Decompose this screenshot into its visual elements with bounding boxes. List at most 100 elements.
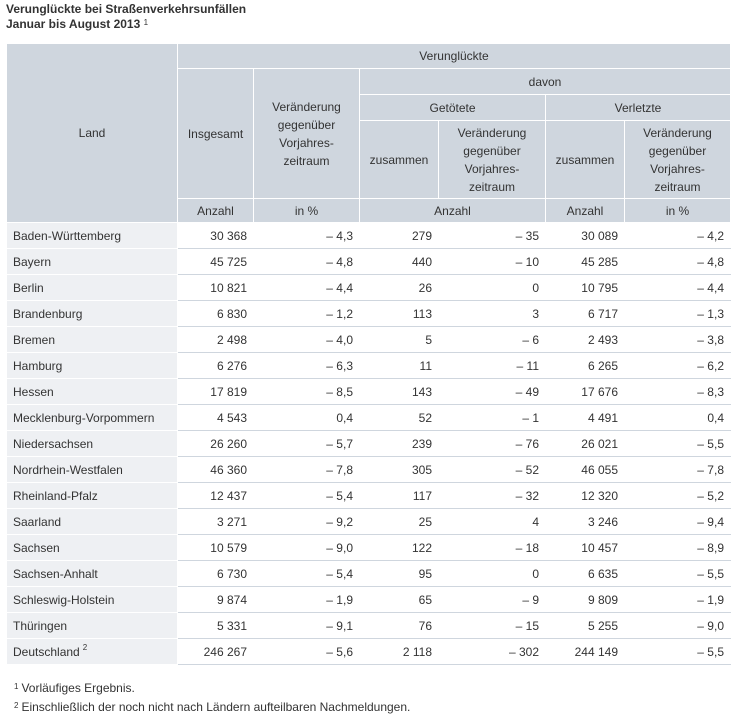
cell-get-ver: 0 <box>438 274 546 301</box>
cell-land: Baden-Württemberg <box>6 222 178 249</box>
cell-get-zus: 5 <box>359 326 439 353</box>
cell-insgesamt: 10 821 <box>177 274 254 301</box>
header-getoetete-veraenderung: Veränderung gegenüber Vorjahres-zeitraum <box>438 120 546 199</box>
cell-get-zus: 440 <box>359 248 439 275</box>
table-row: Bayern 45 725– 4,8 440– 10 45 285– 4,8 <box>6 248 731 275</box>
cell-verl-zus: 9 809 <box>545 586 625 613</box>
cell-land: Bremen <box>6 326 178 353</box>
header-verletzte: Verletzte <box>545 94 731 121</box>
header-verletzte-veraenderung: Veränderung gegenüber Vorjahres-zeitraum <box>624 120 731 199</box>
table-row: Sachsen 10 579– 9,0 122– 18 10 457– 8,9 <box>6 534 731 561</box>
cell-insgesamt: 9 874 <box>177 586 254 613</box>
unit-insgesamt: Anzahl <box>177 198 254 223</box>
cell-verl-pct: – 7,8 <box>624 456 731 483</box>
cell-get-ver: – 10 <box>438 248 546 275</box>
header-verletzte-zusammen: zusammen <box>545 120 625 199</box>
cell-get-zus: 279 <box>359 222 439 249</box>
unit-verletzte-pct: in % <box>624 198 731 223</box>
table-row: Niedersachsen 26 260– 5,7 239– 76 26 021– 5… <box>6 430 731 457</box>
cell-ins-pct: – 5,4 <box>253 560 360 587</box>
cell-insgesamt: 5 331 <box>177 612 254 639</box>
cell-get-ver: – 9 <box>438 586 546 613</box>
cell-verl-pct: – 8,3 <box>624 378 731 405</box>
cell-insgesamt: 3 271 <box>177 508 254 535</box>
cell-get-ver: – 15 <box>438 612 546 639</box>
table-body: Baden-Württemberg 30 368– 4,3 279– 35 30 08… <box>6 222 731 665</box>
cell-verl-zus: 6 265 <box>545 352 625 379</box>
cell-insgesamt: 10 579 <box>177 534 254 561</box>
land-name: Sachsen <box>13 540 60 555</box>
header-getoetete-zusammen: zusammen <box>359 120 439 199</box>
cell-land: Sachsen-Anhalt <box>6 560 178 587</box>
cell-insgesamt: 45 725 <box>177 248 254 275</box>
cell-get-zus: 117 <box>359 482 439 509</box>
cell-verl-pct: – 6,2 <box>624 352 731 379</box>
cell-get-ver: – 18 <box>438 534 546 561</box>
cell-verl-pct: – 3,8 <box>624 326 731 353</box>
cell-get-zus: 25 <box>359 508 439 535</box>
cell-land: Bayern <box>6 248 178 275</box>
table-row: Brandenburg 6 830– 1,2 113 3 6 717– 1,3 <box>6 300 731 327</box>
cell-verl-zus: 6 717 <box>545 300 625 327</box>
cell-land: Mecklenburg-Vorpommern <box>6 404 178 431</box>
cell-verl-pct: – 4,4 <box>624 274 731 301</box>
cell-verl-pct: – 1,9 <box>624 586 731 613</box>
cell-insgesamt: 46 360 <box>177 456 254 483</box>
land-name: Hamburg <box>13 358 63 373</box>
footnote-1-text: Vorläufiges Ergebnis. <box>21 681 135 695</box>
cell-land: Hessen <box>6 378 178 405</box>
cell-insgesamt: 26 260 <box>177 430 254 457</box>
header-verunglueckte: Verunglückte <box>177 43 731 69</box>
cell-get-zus: 143 <box>359 378 439 405</box>
header-davon: davon <box>359 68 731 95</box>
table-row: Sachsen-Anhalt 6 730– 5,4 95 0 6 635– 5,5 <box>6 560 731 587</box>
table-row: Thüringen 5 331– 9,1 76– 15 5 255– 9,0 <box>6 612 731 639</box>
cell-verl-pct: – 9,4 <box>624 508 731 535</box>
land-name: Baden-Württemberg <box>13 228 122 243</box>
cell-land: Brandenburg <box>6 300 178 327</box>
header-insgesamt-veraenderung: Veränderung gegenüber Vorjahres-zeitraum <box>253 68 360 199</box>
cell-verl-pct: – 5,5 <box>624 430 731 457</box>
cell-get-ver: 3 <box>438 300 546 327</box>
cell-get-zus: 65 <box>359 586 439 613</box>
cell-verl-zus: 244 149 <box>545 638 625 665</box>
cell-land: Deutschland 2 <box>6 638 178 665</box>
table-row: Hamburg 6 276– 6,3 11– 11 6 265– 6,2 <box>6 352 731 379</box>
cell-verl-zus: 17 676 <box>545 378 625 405</box>
land-name: Sachsen-Anhalt <box>13 566 98 581</box>
cell-land: Saarland <box>6 508 178 535</box>
cell-get-zus: 305 <box>359 456 439 483</box>
cell-get-ver: – 6 <box>438 326 546 353</box>
cell-verl-zus: 46 055 <box>545 456 625 483</box>
cell-insgesamt: 4 543 <box>177 404 254 431</box>
cell-ins-pct: – 5,4 <box>253 482 360 509</box>
cell-get-ver: – 52 <box>438 456 546 483</box>
cell-ins-pct: – 9,0 <box>253 534 360 561</box>
cell-get-ver: 4 <box>438 508 546 535</box>
cell-verl-pct: – 1,3 <box>624 300 731 327</box>
table-row: Berlin 10 821– 4,4 26 0 10 795– 4,4 <box>6 274 731 301</box>
cell-insgesamt: 6 830 <box>177 300 254 327</box>
cell-insgesamt: 6 730 <box>177 560 254 587</box>
cell-land: Niedersachsen <box>6 430 178 457</box>
unit-verletzte: Anzahl <box>545 198 625 223</box>
table-row: Hessen 17 819– 8,5 143– 49 17 676– 8,3 <box>6 378 731 405</box>
cell-verl-zus: 30 089 <box>545 222 625 249</box>
cell-ins-pct: – 4,4 <box>253 274 360 301</box>
cell-insgesamt: 12 437 <box>177 482 254 509</box>
accident-table: Land Verunglückte Insgesamt Veränderung … <box>6 43 731 665</box>
land-name: Deutschland <box>13 644 80 659</box>
cell-get-zus: 239 <box>359 430 439 457</box>
cell-insgesamt: 30 368 <box>177 222 254 249</box>
cell-ins-pct: 0,4 <box>253 404 360 431</box>
cell-insgesamt: 246 267 <box>177 638 254 665</box>
header-land: Land <box>6 43 178 223</box>
land-name: Saarland <box>13 514 62 529</box>
land-name: Bremen <box>13 332 56 347</box>
title-footnote-mark: 1 <box>143 18 149 27</box>
cell-ins-pct: – 4,0 <box>253 326 360 353</box>
cell-get-ver: – 11 <box>438 352 546 379</box>
cell-land: Nordrhein-Westfalen <box>6 456 178 483</box>
